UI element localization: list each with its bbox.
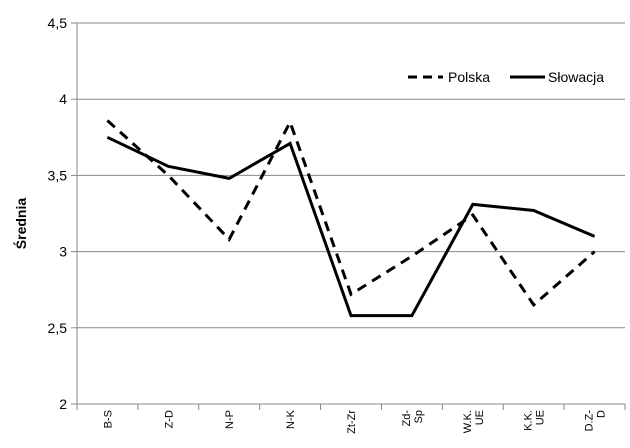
x-tick-label: N-P	[224, 410, 236, 429]
x-tick-label: UE	[474, 410, 486, 425]
series-line-slowacja	[106, 135, 596, 318]
y-tick-label: 3	[59, 244, 67, 260]
y-tick-labels: 2 2,5 3 3,5 4 4,5	[48, 15, 68, 412]
x-tick-label: K.K.	[523, 410, 535, 431]
x-tick-label: D	[596, 410, 608, 418]
y-tick-label: 2	[59, 396, 67, 412]
series-lines	[106, 118, 596, 318]
y-tick-label: 4,5	[48, 15, 68, 31]
y-axis-label: Średnia	[12, 198, 29, 250]
x-tick-label: N-K	[285, 409, 297, 429]
x-tick-label: Sp	[413, 410, 425, 423]
legend: Polska Słowacja	[408, 69, 604, 85]
series-line-polska	[106, 118, 596, 308]
axes	[76, 23, 626, 410]
x-tick-labels: B-S Z-D N-P N-K Zt-Zr Zd- Sp W.K. UE K.K. UE D.Z- D	[102, 409, 607, 433]
y-tick-label: 3,5	[48, 167, 68, 183]
y-tick-label: 2,5	[48, 320, 68, 336]
x-tick-label: Z-D	[163, 410, 175, 428]
x-tick-label: UE	[535, 410, 547, 425]
x-tick-label: Zt-Zr	[346, 410, 358, 434]
y-tick-label: 4	[59, 91, 67, 107]
x-tick-label: W.K.	[462, 410, 474, 433]
legend-label: Polska	[448, 69, 490, 85]
x-tick-label: Zd-	[401, 410, 413, 427]
x-tick-label: B-S	[102, 410, 114, 428]
x-tick-label: D.Z-	[584, 410, 596, 432]
gridlines	[71, 22, 625, 405]
legend-label: Słowacja	[548, 69, 604, 85]
